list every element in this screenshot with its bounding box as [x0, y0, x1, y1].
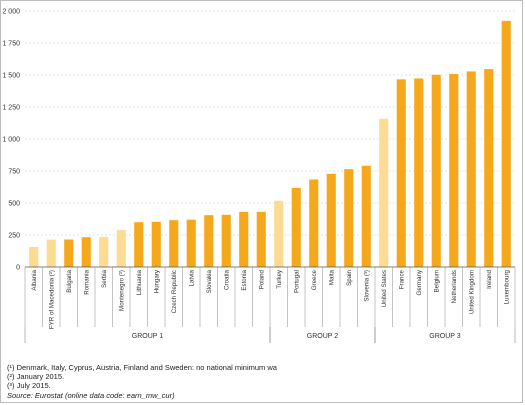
bar	[431, 74, 441, 267]
x-tick-label: Belgium	[433, 270, 440, 292]
y-tick-label: 0	[16, 265, 20, 272]
bar	[151, 221, 161, 267]
y-tick-label: 1 750	[2, 41, 20, 48]
bar	[204, 215, 214, 267]
x-tick-label: Malta	[328, 269, 335, 285]
bar	[501, 20, 511, 267]
x-tick-label: Turkey	[276, 269, 283, 289]
x-tick-label: Estonia	[241, 269, 248, 290]
bar	[449, 73, 459, 267]
bar	[239, 211, 249, 267]
x-tick-label: Slovenia (³)	[363, 270, 370, 302]
x-tick-label: Albania	[31, 269, 38, 290]
bar	[396, 79, 406, 268]
y-tick-label: 250	[8, 233, 20, 240]
bar	[291, 187, 301, 267]
bar	[379, 118, 389, 267]
x-tick-label: Greece	[311, 269, 318, 290]
x-tick-label: Netherlands	[451, 270, 458, 303]
bar	[221, 214, 231, 267]
bar	[361, 165, 371, 267]
y-tick-label: 500	[8, 201, 20, 208]
x-tick-label: Romania	[83, 269, 90, 294]
bar	[46, 239, 56, 267]
x-tick-label: Croatia	[223, 269, 230, 290]
group-label: GROUP 3	[429, 333, 460, 340]
bar	[414, 78, 424, 268]
x-tick-label: United Kingdom	[468, 270, 475, 314]
bar	[64, 239, 74, 267]
x-tick-label: FYR of Macedonia (²)	[48, 270, 55, 329]
y-tick-label: 750	[8, 169, 20, 176]
bar	[326, 173, 336, 267]
x-tick-label: Portugal	[293, 270, 300, 293]
y-tick-label: 1 250	[2, 105, 20, 112]
footnote-2: (²) January 2015.	[7, 372, 65, 382]
bar	[116, 230, 126, 267]
footnotes: (¹) Denmark, Italy, Cyprus, Austria, Fin…	[7, 363, 519, 400]
bar	[344, 169, 354, 267]
bar	[29, 246, 39, 267]
y-tick-label: 1 500	[2, 73, 20, 80]
group-label: GROUP 1	[132, 333, 163, 340]
bar-chart: 0 250 500 750 1 000 1 250 1 500 1 750 2 000 Alban…	[2, 9, 516, 343]
bar	[134, 222, 144, 267]
x-tick-label: Hungary	[153, 269, 160, 293]
x-tick-label: Bulgaria	[66, 269, 73, 292]
x-tick-label: Spain	[346, 269, 353, 285]
x-tick-label: Germany	[416, 269, 423, 295]
footnote-3: (³) July 2015.	[7, 381, 51, 391]
y-tick-label: 1 000	[2, 137, 20, 144]
bar	[466, 71, 476, 267]
x-tick-label: Montenegro (²)	[118, 270, 125, 311]
source-note: Source: Eurostat (online data code: earn…	[7, 390, 175, 400]
x-tick-label: United States	[381, 270, 388, 307]
group-label: GROUP 2	[307, 333, 338, 340]
bar	[169, 220, 179, 267]
x-tick-label: Serbia	[101, 269, 108, 287]
bar	[186, 219, 196, 267]
x-tick-label: Luxembourg	[503, 269, 510, 304]
x-tick-label: Lithuania	[136, 269, 143, 295]
y-tick-label: 2 000	[2, 9, 20, 16]
bar	[484, 69, 494, 267]
x-tick-label: Czech Republic	[171, 270, 178, 313]
footnote-1: (¹) Denmark, Italy, Cyprus, Austria, Fin…	[7, 363, 277, 372]
bar	[256, 211, 266, 267]
x-tick-label: Latvia	[188, 269, 195, 286]
bar	[309, 179, 319, 267]
bar	[99, 236, 109, 267]
x-tick-label: Ireland	[486, 269, 493, 288]
bar	[81, 237, 91, 267]
bar	[274, 200, 284, 267]
x-tick-label: Poland	[258, 269, 265, 289]
x-tick-label: France	[398, 269, 405, 289]
x-tick-label: Slovakia	[206, 269, 213, 293]
